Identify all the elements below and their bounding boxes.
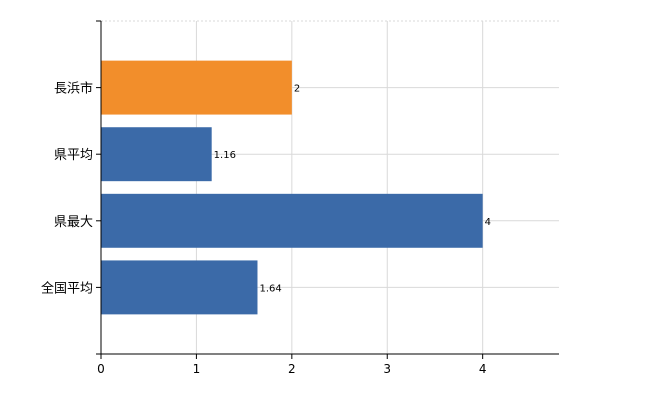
axes: [96, 20, 559, 359]
x-tick-label-4: 4: [479, 362, 487, 376]
category-label-2: 県最大: [54, 215, 93, 230]
data-label-3: 1.64: [259, 283, 281, 294]
labels: 2 長浜市 1.16 県平均 4 県最大 1.64 全国平均 0 1 2 3 4: [41, 81, 491, 376]
x-tick-label-2: 2: [288, 362, 296, 376]
x-tick-label-3: 3: [383, 362, 391, 376]
x-tick-label-1: 1: [193, 362, 201, 376]
data-label-0: 2: [294, 84, 300, 95]
category-label-0: 長浜市: [54, 81, 93, 97]
data-label-1: 1.16: [214, 150, 236, 161]
category-label-3: 全国平均: [41, 280, 93, 296]
bars: [101, 60, 483, 315]
bar-2: [101, 193, 483, 248]
data-label-2: 4: [485, 217, 491, 228]
bar-0: [101, 60, 292, 115]
category-label-1: 県平均: [54, 148, 93, 163]
x-tick-label-0: 0: [97, 362, 105, 376]
bar-1: [101, 127, 212, 182]
bar-3: [101, 260, 258, 315]
